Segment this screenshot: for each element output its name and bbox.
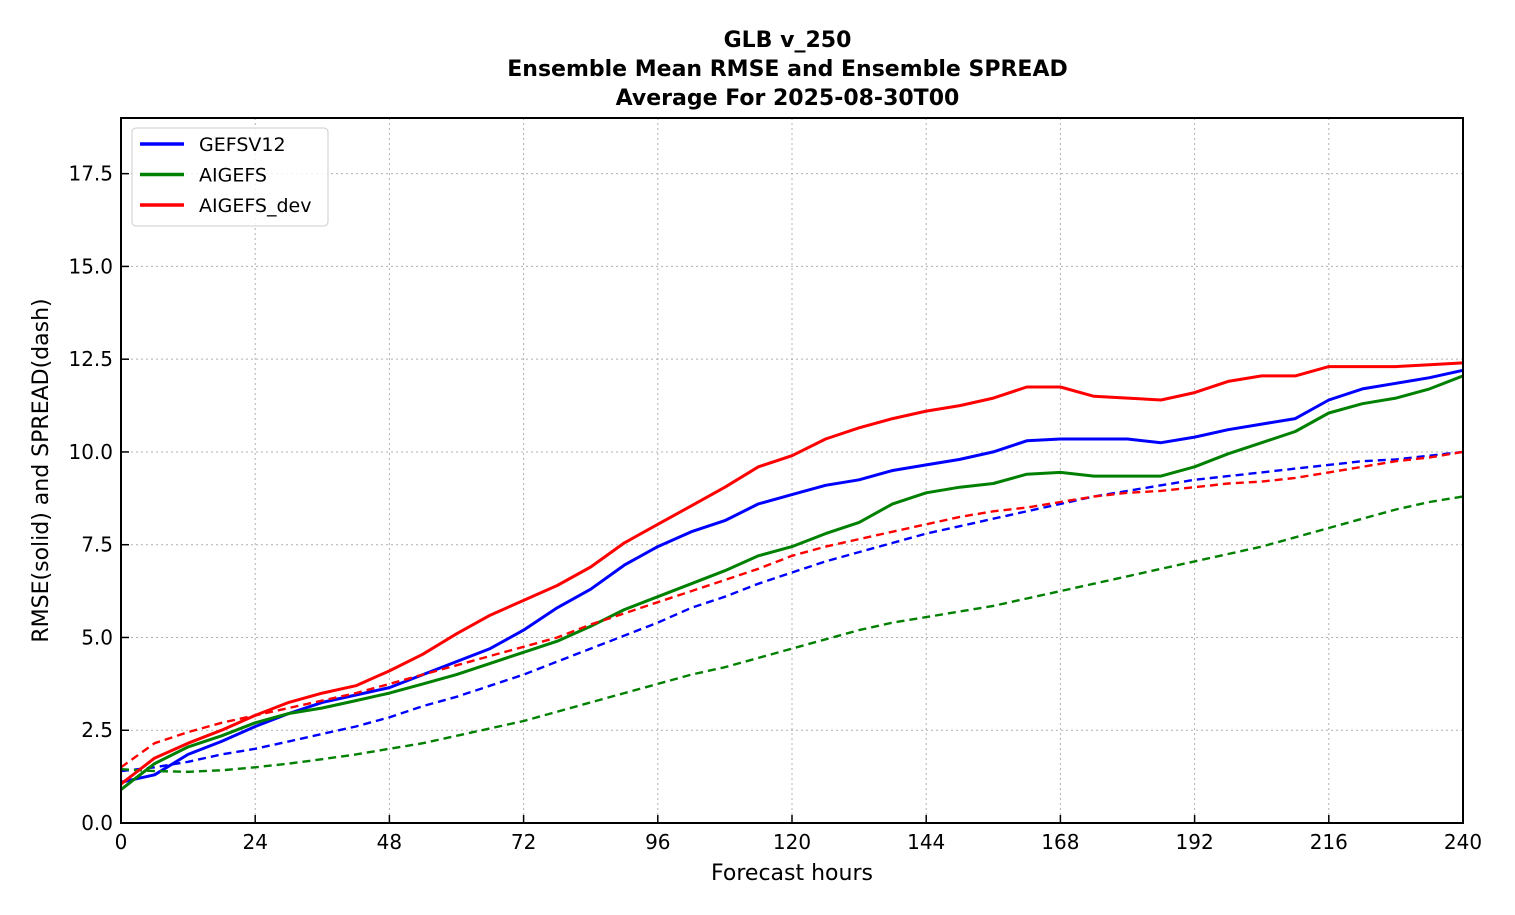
legend-label-aigefs-dev: AIGEFS_dev — [199, 195, 311, 217]
x-axis-label: Forecast hours — [711, 861, 873, 886]
x-tick-label: 144 — [907, 830, 945, 854]
y-tick-label: 12.5 — [68, 347, 113, 371]
chart-title-line-2: Ensemble Mean RMSE and Ensemble SPREAD — [507, 57, 1068, 82]
x-tick-label: 216 — [1310, 830, 1348, 854]
x-tick-label: 192 — [1176, 830, 1214, 854]
x-tick-label: 48 — [377, 830, 402, 854]
legend: GEFSV12 AIGEFS AIGEFS_dev — [131, 127, 329, 227]
y-axis-label: RMSE(solid) and SPREAD(dash) — [29, 298, 54, 642]
axis-ticks: 0 24 48 72 96 120 144 168 192 216 240 0.0 2.5 5.0 7.5 1… — [68, 162, 1482, 854]
series-line-gefsv12-rmse — [120, 368, 1464, 784]
y-tick-label: 0.0 — [81, 811, 113, 835]
legend-box — [131, 127, 329, 227]
y-tick-label: 10.0 — [68, 440, 113, 464]
x-tick-label: 0 — [115, 830, 128, 854]
series-line-aigefs-spread — [120, 495, 1464, 773]
series-line-aigefs-dev-rmse — [120, 361, 1464, 786]
series-layer — [120, 361, 1464, 791]
x-tick-label: 72 — [511, 830, 536, 854]
chart-title-line-3: Average For 2025-08-30T00 — [615, 86, 960, 111]
legend-label-aigefs: AIGEFS — [199, 165, 267, 187]
chart-title-line-1: GLB v_250 — [723, 28, 852, 53]
series-line-aigefs-rmse — [120, 374, 1464, 791]
x-tick-label: 240 — [1444, 830, 1482, 854]
series-line-gefsv12-spread — [120, 450, 1464, 773]
legend-label-gefsv12: GEFSV12 — [199, 134, 286, 156]
y-tick-label: 7.5 — [81, 533, 113, 557]
y-tick-label: 5.0 — [81, 625, 113, 649]
series-line-aigefs-dev-spread — [120, 450, 1464, 769]
y-tick-label: 17.5 — [68, 162, 113, 186]
y-tick-label: 15.0 — [68, 254, 113, 278]
x-tick-label: 168 — [1041, 830, 1079, 854]
x-tick-label: 120 — [773, 830, 811, 854]
x-tick-label: 96 — [645, 830, 670, 854]
y-tick-label: 2.5 — [81, 718, 113, 742]
x-tick-label: 24 — [242, 830, 267, 854]
